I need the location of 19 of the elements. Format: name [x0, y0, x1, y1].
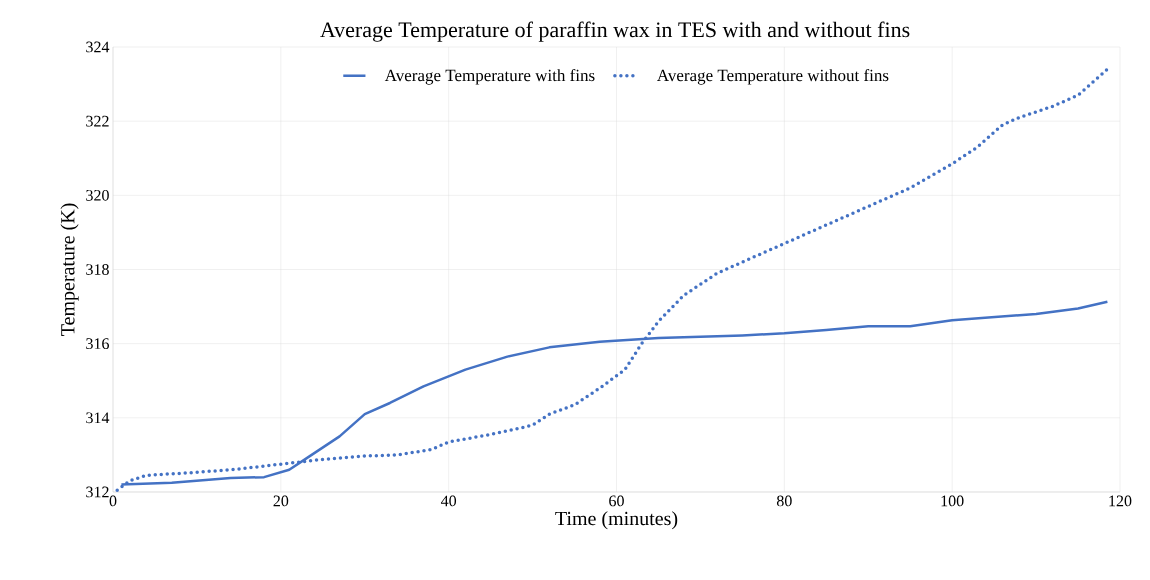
chart-title: Average Temperature of paraffin wax in TES with and without fins [320, 21, 910, 42]
y-tick-label: 318 [86, 264, 109, 275]
x-tick-label: 80 [776, 495, 792, 507]
x-tick-label: 100 [941, 495, 964, 507]
x-tick-label: 20 [273, 495, 289, 507]
legend-label: Average Temperature without fins [657, 68, 889, 85]
x-tick-label: 40 [440, 495, 457, 507]
x-axis-title: Time (minutes) [555, 511, 678, 530]
y-tick-label: 312 [86, 486, 109, 498]
y-tick-label: 316 [86, 338, 110, 350]
x-tick-label: 60 [609, 495, 624, 507]
x-tick-label: 0 [109, 495, 117, 507]
y-axis-title: Temperature (K) [60, 203, 79, 336]
y-tick-label: 314 [86, 412, 110, 424]
x-tick-label: 120 [1109, 495, 1132, 507]
y-tick-label: 324 [86, 41, 110, 53]
y-tick-label: 320 [86, 189, 109, 201]
y-tick-label: 322 [86, 115, 109, 127]
legend-label: Average Temperature with fins [384, 68, 595, 85]
